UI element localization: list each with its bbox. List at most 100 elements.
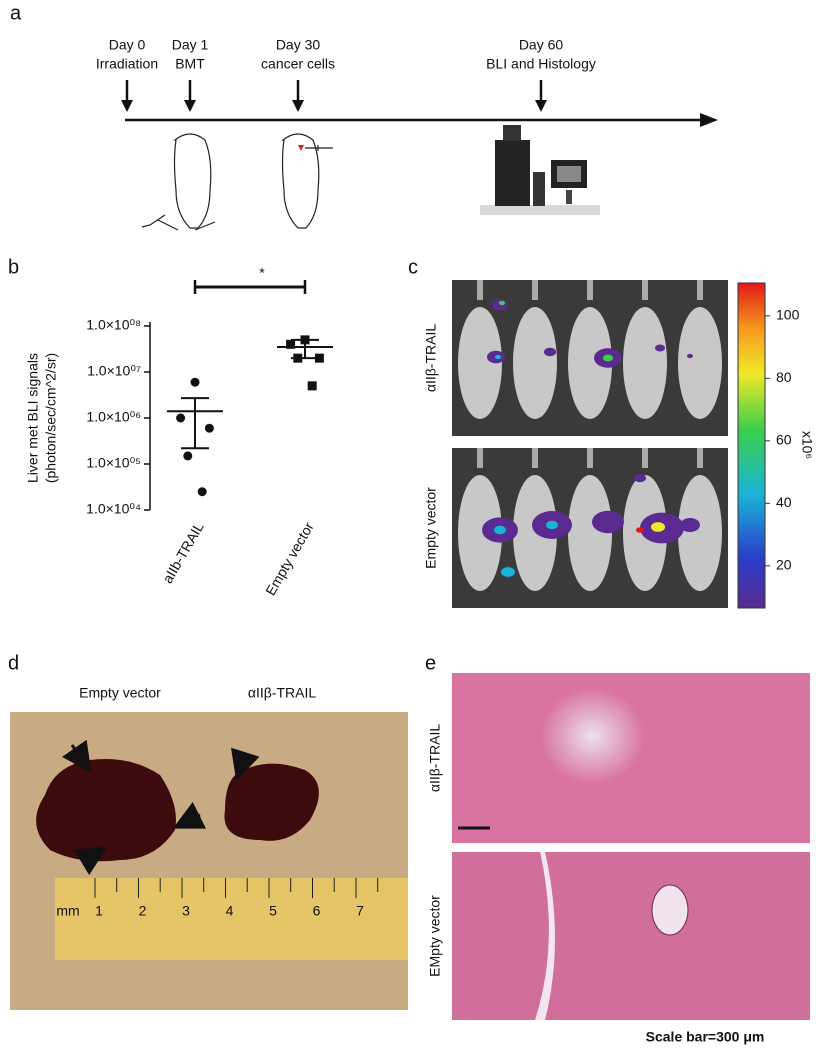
event-day: Day 60 [519, 37, 564, 53]
duct [651, 884, 689, 936]
mouse [568, 475, 612, 591]
bli-signal [592, 510, 624, 534]
bli-signal [651, 522, 665, 532]
timeline-head [700, 113, 718, 127]
event-arrow-head [535, 100, 547, 112]
x-tick-label: Empty vector [262, 519, 317, 598]
y-axis-title: Liver met BLI signals [25, 353, 41, 483]
data-point [197, 487, 207, 497]
ruler-number: 6 [313, 903, 321, 919]
event-day: Day 1 [172, 37, 209, 53]
event-label: BMT [175, 56, 205, 72]
bli-signal [687, 353, 693, 359]
colorbar [737, 282, 766, 609]
colorbar-tick-label: 20 [776, 557, 792, 573]
ruler-number: 2 [139, 903, 147, 919]
mouse [678, 475, 722, 591]
mouse [623, 307, 667, 419]
event-label: cancer cells [261, 56, 335, 72]
tumor-region [525, 680, 675, 820]
ruler-unit: mm [56, 903, 79, 919]
mouse [458, 475, 502, 591]
bli-signal [544, 347, 556, 357]
colorbar-tick-label: 80 [776, 369, 792, 385]
histology-bottom [452, 852, 810, 1020]
ruler [55, 878, 408, 960]
y-tick-label: 1.0×10⁰⁵ [86, 455, 141, 471]
scale-bar-label: Scale bar=300 μm [646, 1029, 765, 1045]
arrows [61, 739, 260, 876]
ruler-number: 3 [182, 903, 190, 919]
event-label: BLI and Histology [486, 56, 596, 72]
event-arrow-head [184, 100, 196, 112]
ruler-number: 1 [95, 903, 103, 919]
bli-signal [655, 344, 665, 352]
holder [697, 280, 703, 300]
x-tick-label: aIIb-TRAIL [159, 519, 207, 586]
liver-photo [10, 712, 408, 1010]
holder [477, 280, 483, 300]
liver-empty [36, 759, 176, 862]
ruler-number: 7 [356, 903, 364, 919]
event-arrow-head [121, 100, 133, 112]
bli-signal [501, 567, 515, 577]
bli-signal [603, 354, 613, 362]
row-label: EMpty vector [427, 895, 443, 977]
data-point [176, 413, 186, 423]
holder [532, 448, 538, 468]
bli-signal [499, 300, 505, 306]
mouse [458, 307, 502, 419]
colorbar-tick-label: 60 [776, 432, 792, 448]
ruler-number: 4 [226, 903, 234, 919]
colorbar-tick-label: 100 [776, 307, 800, 323]
holder [587, 448, 593, 468]
y-tick-label: 1.0×10⁰⁶ [86, 409, 141, 425]
imager [480, 125, 600, 215]
colorbar-label: x10⁶ [799, 431, 815, 459]
liver-trail [224, 763, 319, 841]
mouse [568, 307, 612, 419]
significance-label: * [259, 265, 265, 281]
row-label: αIIβ-TRAIL [423, 324, 439, 392]
bli-signal [495, 354, 501, 360]
holder [642, 448, 648, 468]
data-point [314, 353, 324, 363]
bli-signal [546, 520, 558, 530]
event-arrow-head [292, 100, 304, 112]
heart [298, 145, 304, 151]
panel-letter: e [425, 652, 436, 674]
mice-drawings [141, 133, 333, 231]
event-day: Day 30 [276, 37, 321, 53]
bli-signal [634, 473, 646, 483]
mouse [513, 307, 557, 419]
holder [642, 280, 648, 300]
event-day: Day 0 [109, 37, 146, 53]
mouse [678, 307, 722, 419]
holder [477, 448, 483, 468]
bli-signal [494, 525, 506, 535]
data-point [190, 377, 200, 387]
bli-signal [680, 518, 700, 532]
panel-letter: a [10, 2, 22, 24]
bli-signal [636, 527, 644, 533]
column-label: αIIβ-TRAIL [248, 685, 316, 701]
holder [532, 280, 538, 300]
data-point [204, 423, 214, 433]
panel-letter: c [408, 256, 418, 278]
holder [697, 448, 703, 468]
column-label: Empty vector [79, 685, 161, 701]
y-tick-label: 1.0×10⁰⁴ [86, 501, 141, 517]
y-tick-label: 1.0×10⁰⁸ [86, 317, 141, 333]
data-point [183, 451, 193, 461]
data-point [286, 339, 296, 349]
y-axis-title: (photon/sec/cm^2/sr) [43, 353, 59, 483]
row-label: αIIβ-TRAIL [427, 724, 443, 792]
event-label: Irradiation [96, 56, 158, 72]
panel-letter: d [8, 652, 19, 674]
ruler-number: 5 [269, 903, 277, 919]
y-tick-label: 1.0×10⁰⁷ [87, 363, 141, 379]
panel-letter: b [8, 256, 19, 278]
row-label: Empty vector [423, 487, 439, 569]
mouse [513, 475, 557, 591]
